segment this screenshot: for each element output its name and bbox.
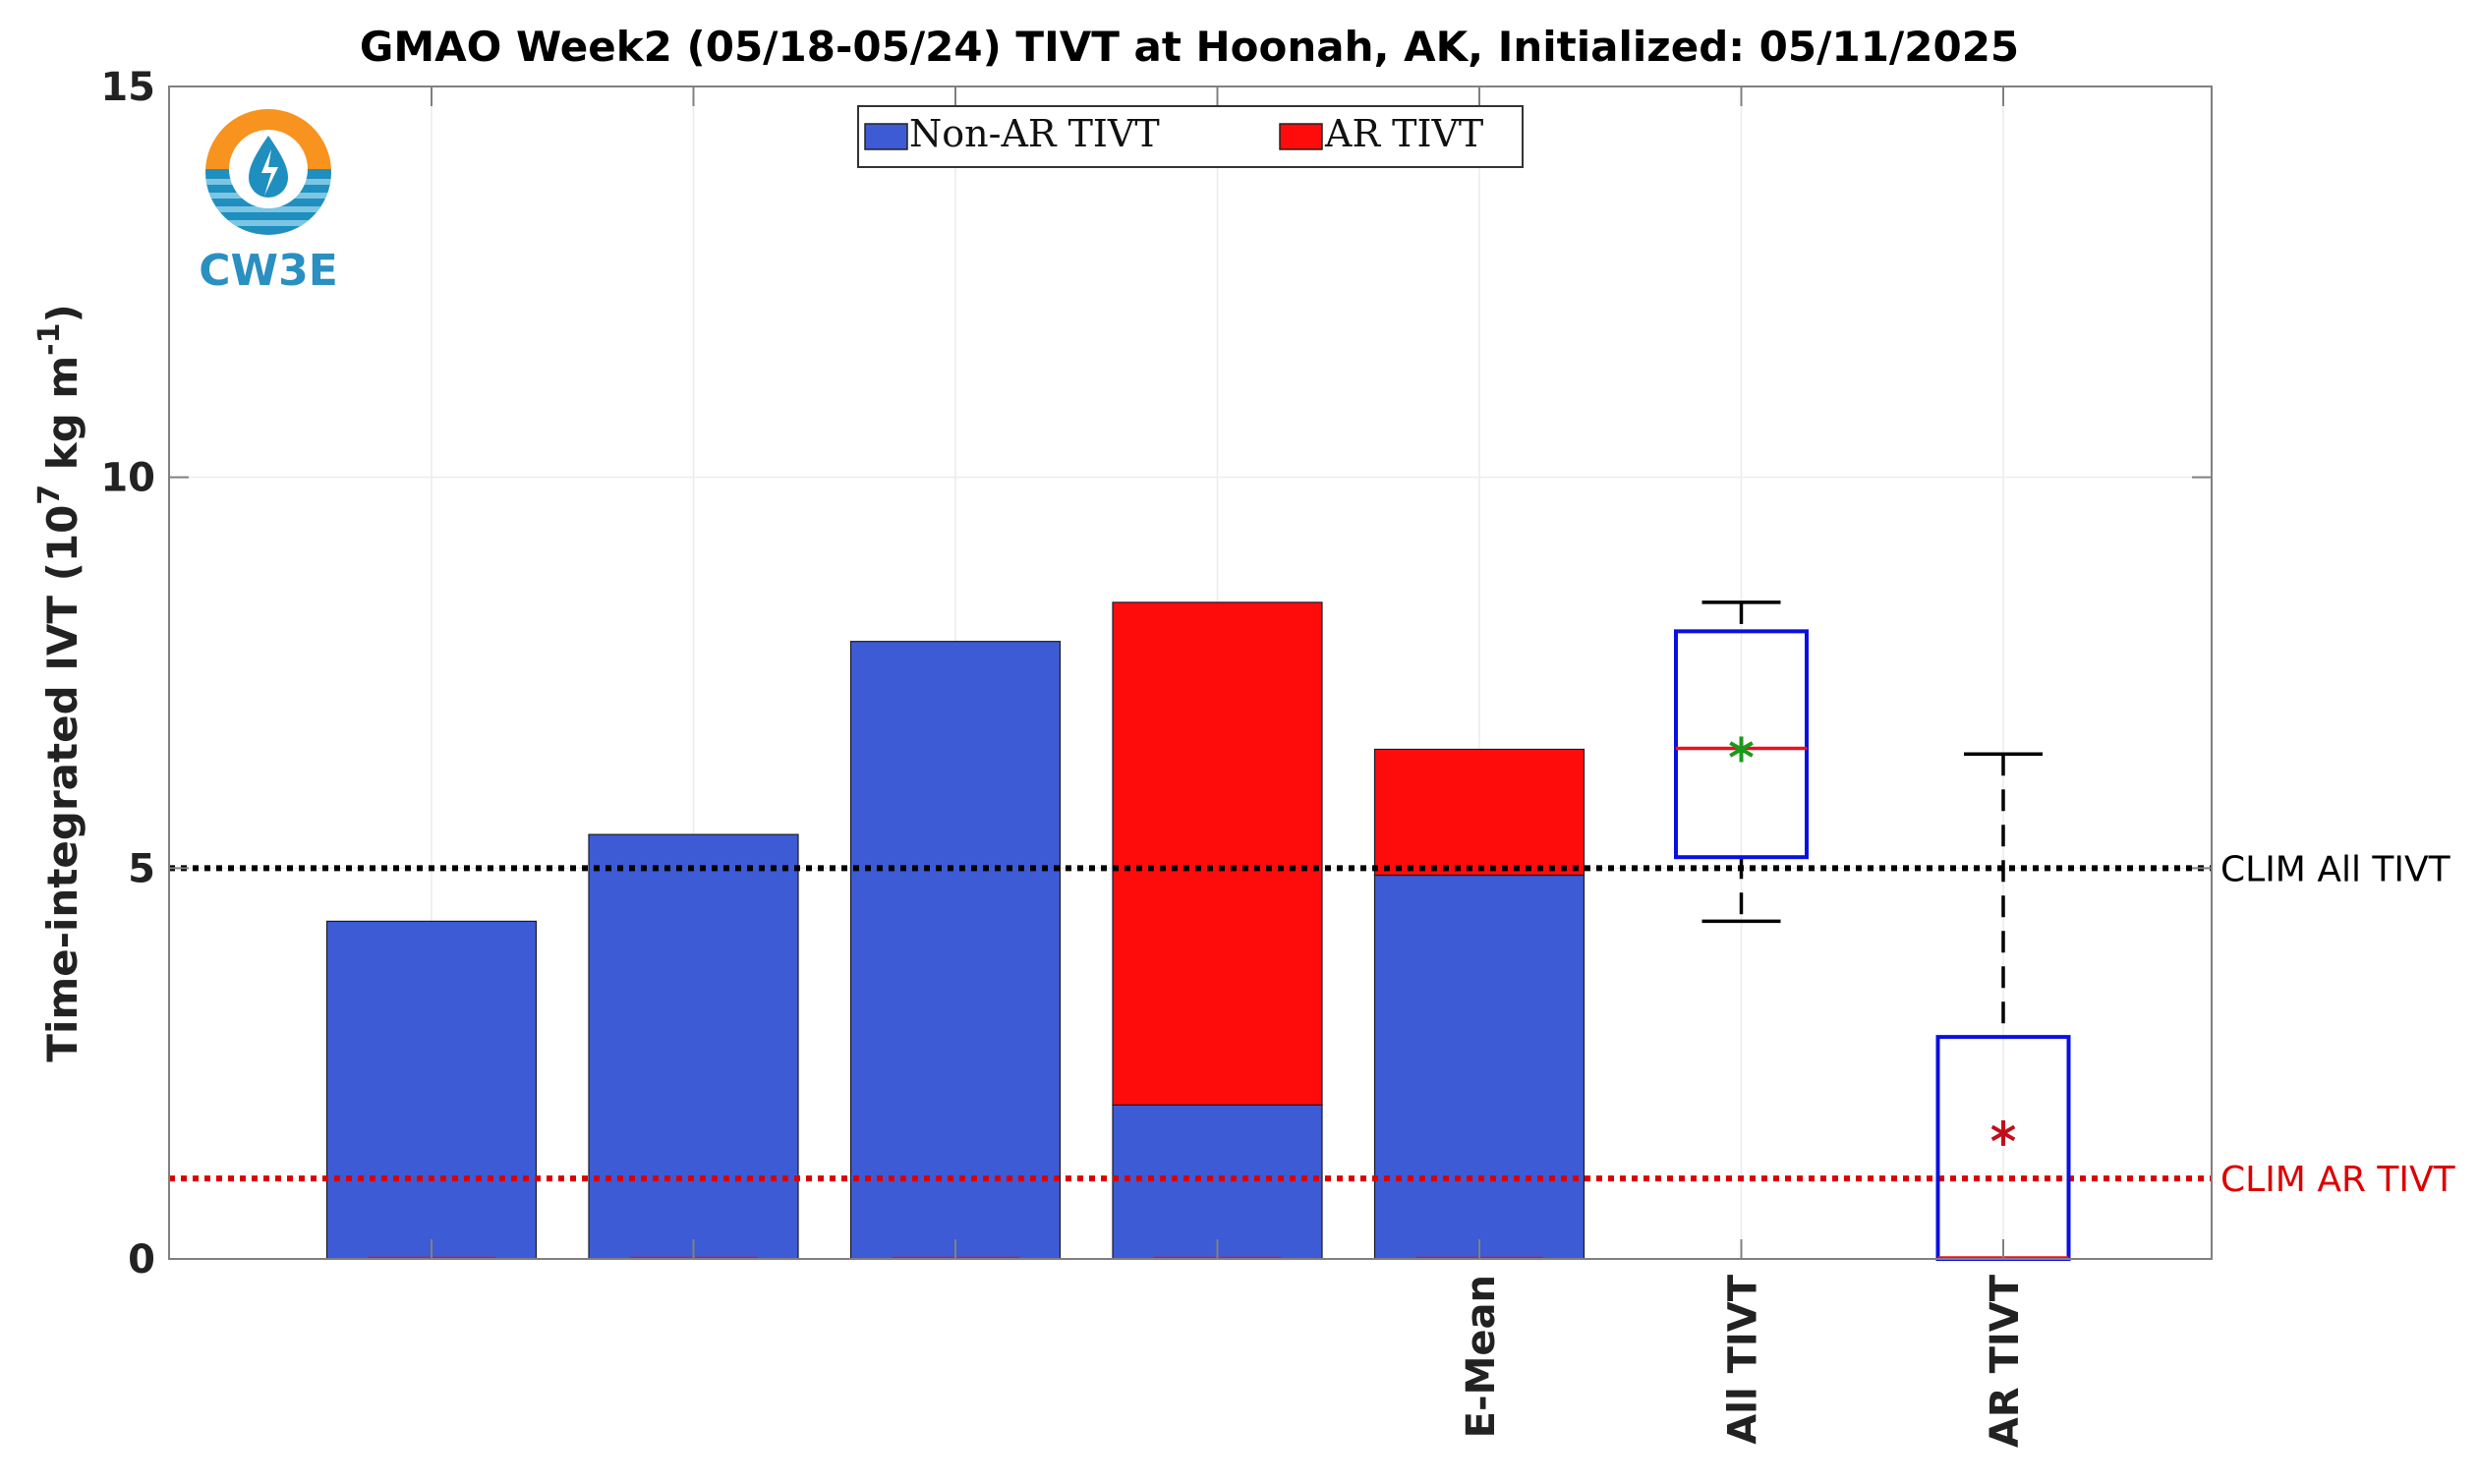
y-axis-label: Time-integrated IVT (107 kg m-1) — [32, 304, 86, 1061]
boxplot-mean-marker — [1729, 736, 1754, 763]
legend-swatch-ar — [1279, 123, 1323, 150]
logo-text: CW3E — [199, 246, 338, 296]
legend-box — [857, 105, 1524, 168]
mean-star-stroke — [1990, 1124, 2016, 1142]
legend: Non-AR TIVT AR TIVT — [857, 105, 1524, 168]
clim-ar-tivt-label: CLIM AR TIVT — [2220, 1160, 2456, 1200]
bar-non-ar-tivt — [849, 641, 1062, 1260]
plot-frame — [168, 86, 2213, 1260]
x-tick-label: E-Mean — [1459, 1275, 1504, 1438]
cw3e-logo: CW3E — [199, 109, 338, 296]
legend-label-ar: AR TIVT — [1324, 112, 1483, 155]
bar-ar-tivt — [1112, 601, 1323, 1106]
reference-lines-layer: CLIM All TIVT CLIM AR TIVT — [169, 849, 2456, 1200]
y-tick-label: 5 — [128, 846, 155, 891]
axis-layer: 0 5 10 15 E-Mean All TIVT AR TIVT — [100, 65, 2212, 1448]
bar-ar-tivt — [1373, 748, 1585, 877]
boxplot-mean-marker — [1990, 1119, 2016, 1146]
mean-star-stroke — [1729, 741, 1754, 758]
legend-swatch-non-ar — [864, 123, 908, 150]
chart-title: GMAO Week2 (05/18-05/24) TIVT at Hoonah,… — [360, 23, 2019, 71]
y-tick-label: 10 — [100, 456, 155, 501]
bar-non-ar-tivt — [1373, 874, 1585, 1260]
legend-label-non-ar: Non-AR TIVT — [909, 112, 1160, 155]
x-tick-label: All TIVT — [1721, 1274, 1766, 1444]
bar-non-ar-tivt — [325, 920, 538, 1260]
bars-layer — [325, 601, 1585, 1260]
clim-all-tivt-label: CLIM All TIVT — [2220, 849, 2451, 889]
x-tick-label: AR TIVT — [1983, 1274, 2028, 1448]
boxplot-box — [1674, 629, 1809, 860]
boxplot-all-tivt — [1674, 600, 1809, 924]
y-tick-label: 15 — [100, 65, 155, 110]
bar-non-ar-tivt — [588, 833, 799, 1260]
bar-non-ar-tivt — [1112, 1104, 1323, 1260]
y-tick-label: 0 — [128, 1237, 155, 1283]
